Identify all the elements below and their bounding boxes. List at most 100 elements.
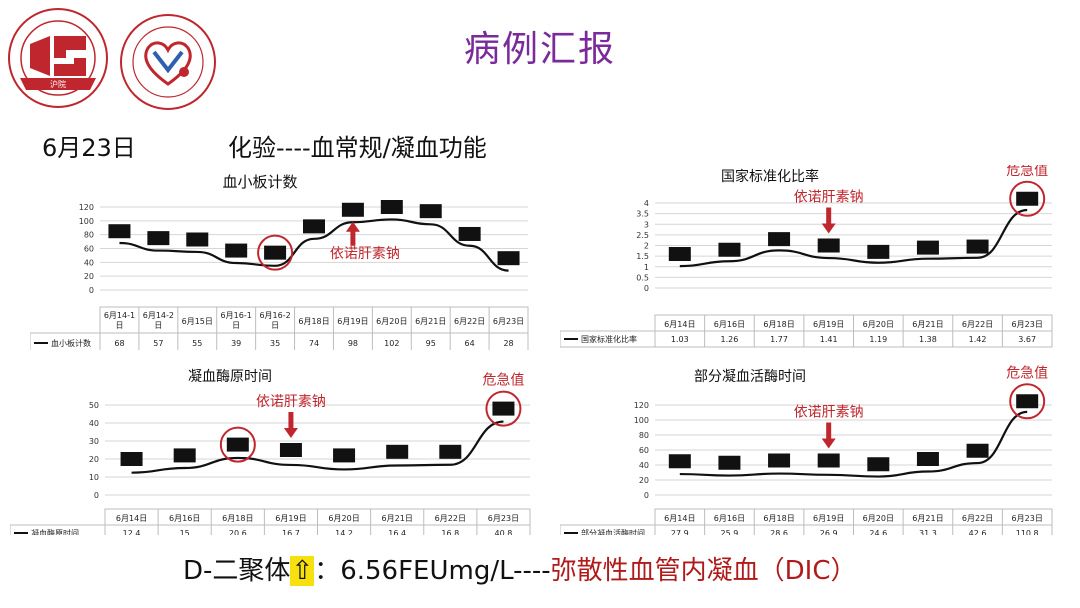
x-tick-label: 6月23日: [1012, 514, 1043, 523]
x-tick-label-suffix: 日: [232, 321, 240, 330]
data-marker: [458, 226, 481, 241]
data-marker: [497, 251, 520, 266]
data-value-label: 42.6: [969, 529, 987, 535]
data-marker: [226, 437, 249, 452]
x-tick-label: 6月18日: [763, 514, 794, 523]
x-tick-label-suffix: 日: [271, 321, 279, 330]
series-line: [119, 218, 509, 272]
chart-title: 部分凝血活酶时间: [694, 369, 806, 385]
data-marker: [333, 448, 356, 463]
y-tick-label: 0: [644, 491, 649, 500]
arrow-head: [345, 221, 360, 232]
y-tick-label: 2: [644, 242, 649, 251]
y-tick-label: 80: [84, 231, 94, 240]
x-tick-label: 6月18日: [763, 320, 794, 329]
logo-left-banner: 沪院: [50, 79, 66, 89]
y-tick-label: 0: [94, 491, 99, 500]
y-tick-label: 0: [89, 286, 94, 295]
data-marker: [1016, 191, 1039, 206]
section-title: 化验----血常规/凝血功能: [228, 134, 487, 162]
data-value-label: 26.9: [820, 529, 838, 535]
data-marker: [668, 454, 691, 469]
series-line: [679, 208, 1028, 268]
y-tick-label: 80: [639, 431, 649, 440]
data-marker: [966, 239, 989, 254]
x-tick-label-suffix: 日: [154, 321, 162, 330]
data-value-label: 68: [114, 339, 124, 348]
highlight-circle: [1009, 180, 1046, 217]
highlight-circle: [257, 234, 294, 271]
data-value-label: 1.19: [869, 335, 887, 344]
x-tick-label: 6月18日: [298, 317, 329, 326]
data-value-label: 28: [503, 339, 513, 348]
data-value-label: 24.6: [869, 529, 887, 535]
data-marker: [279, 443, 302, 457]
d-dimer-label: D-二聚体: [183, 556, 291, 586]
data-value-label: 28.6: [770, 529, 788, 535]
annotation-text: 依诺肝素钠: [794, 405, 864, 421]
up-arrow-icon: ⇧: [290, 556, 315, 586]
x-tick-label: 6月21日: [415, 317, 446, 326]
data-value-label: 1.77: [770, 335, 788, 344]
highlight-circle: [219, 426, 256, 463]
y-tick-label: 0.5: [636, 273, 649, 282]
x-tick-label: 6月22日: [454, 317, 485, 326]
x-tick-label: 6月18日: [222, 514, 253, 523]
y-tick-label: 40: [639, 461, 649, 470]
y-tick-label: 3.5: [636, 210, 649, 219]
y-tick-label: 20: [89, 455, 99, 464]
y-tick-label: 100: [634, 416, 649, 425]
x-tick-label: 6月23日: [1012, 320, 1043, 329]
y-tick-label: 20: [639, 476, 649, 485]
annotation-text: 依诺肝素钠: [794, 190, 864, 206]
data-marker: [264, 245, 287, 260]
x-tick-label: 6月16日: [714, 320, 745, 329]
alert-label: 危急值: [1006, 165, 1048, 179]
legend-label: 凝血酶原时间: [31, 528, 79, 535]
x-tick-label: 6月16-2: [259, 311, 290, 320]
data-value-label: 1.41: [820, 335, 838, 344]
data-marker: [225, 243, 248, 258]
data-value-label: 25.9: [721, 529, 739, 535]
data-value-label: 3.67: [1018, 335, 1036, 344]
data-marker: [108, 224, 131, 239]
x-tick-label: 6月14日: [664, 320, 695, 329]
diagnosis-text: 弥散性血管内凝血（DIC）: [550, 556, 857, 586]
x-tick-label: 6月22日: [962, 514, 993, 523]
x-tick-label: 6月20日: [376, 317, 407, 326]
x-tick-label: 6月14日: [116, 514, 147, 523]
x-tick-label: 6月19日: [337, 317, 368, 326]
data-marker: [668, 247, 691, 261]
data-value-label: 12.4: [123, 529, 141, 535]
highlight-circle: [1009, 383, 1046, 420]
data-value-label: 1.26: [721, 335, 739, 344]
data-marker: [303, 219, 325, 234]
d-dimer-value: ：6.56FEUmg/L----: [314, 556, 551, 586]
data-marker: [147, 231, 170, 246]
x-tick-label: 6月19日: [813, 320, 844, 329]
chart-platelet-svg: 血小板计数020406080100120依诺肝素钠6月14-1日686月14-2…: [29, 173, 529, 354]
series-line: [679, 410, 1028, 478]
data-value-label: 1.03: [671, 335, 689, 344]
alert-label: 危急值: [482, 373, 524, 389]
x-tick-label: 6月23日: [488, 514, 519, 523]
data-marker: [386, 444, 409, 459]
department-logo-right: [118, 12, 218, 112]
data-marker: [817, 238, 840, 253]
x-tick-label: 6月16日: [169, 514, 200, 523]
y-tick-label: 1.5: [636, 252, 649, 261]
chart-title: 凝血酶原时间: [188, 369, 272, 385]
legend-label: 部分凝血活酶时间: [581, 528, 645, 535]
chart-title: 国家标准化比率: [721, 168, 819, 185]
y-tick-label: 20: [84, 272, 94, 281]
data-value-label: 15: [180, 529, 190, 535]
data-marker: [120, 452, 143, 466]
x-tick-label: 6月21日: [912, 320, 943, 329]
chart-inr: 国家标准化比率 0 0.5 1 1.5 2 2.5 3 3.5 4 危急值 依诺肝素钠 6月14日 1.0…: [559, 163, 1060, 354]
x-tick-label: 6月14日: [664, 514, 695, 523]
legend-label: 血小板计数: [51, 338, 91, 348]
x-tick-label: 6月23日: [493, 317, 524, 326]
y-tick-label: 40: [84, 258, 94, 267]
